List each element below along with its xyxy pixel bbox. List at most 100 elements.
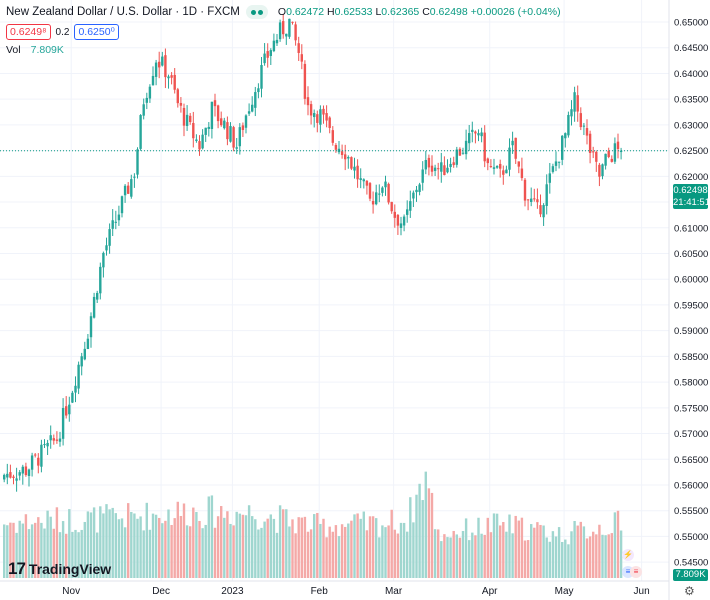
volume-bar: [607, 534, 610, 578]
candle-body: [297, 43, 300, 53]
candle-body: [210, 101, 214, 129]
volume-bar: [570, 531, 573, 578]
volume-bar: [325, 537, 328, 578]
candle-body: [247, 111, 251, 114]
candle-body: [545, 184, 548, 206]
candle-body: [474, 131, 477, 134]
candle-body: [182, 107, 186, 126]
volume-bar: [269, 514, 272, 578]
candle-body: [96, 292, 99, 300]
candle-body: [34, 454, 37, 456]
lightning-event-icon[interactable]: ⚡: [622, 549, 634, 561]
candle-body: [102, 252, 105, 268]
volume-bar: [319, 523, 322, 578]
volume-bar: [561, 541, 564, 578]
candle-body: [344, 154, 347, 160]
candle-body: [592, 151, 595, 153]
candle-body: [114, 221, 117, 223]
volume-bar: [102, 513, 105, 578]
volume-bar: [579, 521, 582, 578]
volume-bar: [604, 535, 607, 578]
candle-body: [120, 196, 124, 214]
candle-body: [145, 97, 148, 103]
y-tick-label: 0.60000: [674, 275, 708, 286]
y-tick-label: 0.57500: [674, 403, 708, 414]
y-tick-label: 0.63000: [674, 120, 708, 131]
gear-icon[interactable]: ⚙: [684, 584, 695, 598]
y-tick-label: 0.62000: [674, 172, 708, 183]
candle-body: [601, 164, 604, 177]
market-status-icon[interactable]: [245, 5, 268, 19]
candle-body: [368, 183, 372, 199]
buy-button[interactable]: 0.6250⁰: [74, 24, 119, 40]
volume-bar: [313, 514, 316, 578]
candle-body: [585, 128, 589, 136]
candle-body: [570, 109, 573, 117]
y-tick-label: 0.57000: [674, 429, 708, 440]
volume-bar: [272, 518, 276, 578]
volume-bar: [387, 525, 390, 578]
volume-bar: [164, 520, 167, 578]
candle-body: [418, 184, 421, 192]
candle-body: [220, 118, 223, 126]
volume-bar: [610, 533, 613, 578]
y-tick-label: 0.59000: [674, 326, 708, 337]
candle-body: [598, 164, 601, 177]
flag-event-icon[interactable]: ≡: [630, 566, 642, 578]
y-tick-label: 0.58000: [674, 378, 708, 389]
volume-bar: [393, 529, 396, 578]
volume-bar: [291, 519, 294, 578]
volume-bar: [282, 509, 285, 578]
candle-body: [105, 245, 108, 251]
volume-bar: [582, 526, 586, 578]
volume-bar: [158, 517, 161, 578]
volume-label[interactable]: Vol: [6, 44, 21, 56]
candle-body: [502, 170, 505, 175]
volume-bar: [297, 517, 300, 578]
volume-bar: [123, 527, 127, 578]
volume-bar: [517, 520, 520, 578]
candle-body: [443, 165, 446, 176]
candlesticks: [3, 13, 623, 492]
volume-bar: [588, 536, 592, 578]
candle-body: [111, 220, 114, 229]
volume-bar: [127, 503, 130, 578]
candle-body: [430, 165, 434, 172]
symbol-title[interactable]: New Zealand Dollar / U.S. Dollar · 1D · …: [6, 6, 240, 18]
tradingview-logo[interactable]: 17 TradingView: [8, 559, 111, 579]
volume-bar: [130, 511, 133, 578]
candle-body: [266, 51, 269, 58]
candle-body: [477, 133, 480, 136]
sell-button[interactable]: 0.6249⁸: [6, 24, 51, 40]
candle-body: [334, 144, 338, 150]
candle-body: [117, 214, 121, 221]
volume-bar: [86, 511, 90, 578]
candle-body: [241, 125, 245, 131]
volume-bar: [74, 529, 77, 578]
volume-bar: [37, 517, 40, 578]
volume-bar: [440, 541, 443, 578]
candle-body: [548, 173, 551, 183]
volume-bar: [489, 532, 493, 578]
ohlc-values: O0.62472 H0.62533 L0.62365 C0.62498 +0.0…: [277, 6, 561, 18]
volume-bar: [65, 533, 68, 578]
volume-bar: [232, 525, 235, 578]
volume-bar: [362, 511, 365, 578]
volume-bar: [576, 525, 579, 578]
y-tick-label: 0.55500: [674, 506, 708, 517]
candle-body: [108, 229, 111, 246]
y-tick-label: 0.64500: [674, 43, 708, 54]
candle-body: [179, 102, 183, 106]
volume-bar: [368, 516, 372, 578]
candle-body: [480, 132, 483, 137]
candle-body: [9, 472, 12, 478]
candle-body: [303, 63, 307, 99]
x-tick-label: Dec: [152, 586, 170, 597]
candle-body: [557, 161, 561, 163]
candle-body: [489, 166, 493, 168]
volume-bar: [61, 521, 65, 578]
candle-body: [399, 223, 403, 229]
volume-bar: [207, 496, 210, 578]
candle-body: [539, 205, 542, 215]
